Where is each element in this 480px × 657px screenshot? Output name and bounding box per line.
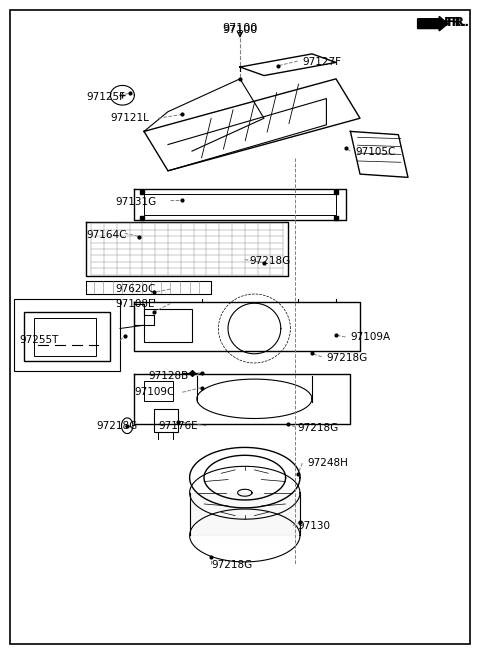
Text: 97127F: 97127F — [302, 57, 341, 68]
Text: 97121L: 97121L — [110, 113, 149, 124]
Text: 97131G: 97131G — [115, 196, 156, 207]
Text: 97218G: 97218G — [298, 423, 339, 434]
Text: 97255T: 97255T — [19, 335, 59, 346]
Text: 97218G: 97218G — [96, 420, 137, 431]
Text: 97100: 97100 — [222, 22, 258, 33]
Text: 97128B: 97128B — [149, 371, 189, 381]
Text: 97109A: 97109A — [350, 332, 391, 342]
Text: 97125F: 97125F — [86, 91, 125, 102]
Text: 97218G: 97218G — [211, 560, 252, 570]
Text: 97100: 97100 — [222, 24, 258, 35]
Text: 97130: 97130 — [298, 520, 331, 531]
Text: 97108E: 97108E — [115, 299, 155, 309]
Text: 97105C: 97105C — [355, 147, 396, 158]
Bar — [34, 318, 96, 356]
Text: 97218G: 97218G — [250, 256, 291, 266]
Bar — [144, 309, 192, 342]
Text: 97248H: 97248H — [307, 458, 348, 468]
Text: 97109C: 97109C — [134, 387, 175, 397]
Text: FR.: FR. — [444, 16, 467, 30]
FancyArrow shape — [418, 16, 448, 31]
Bar — [24, 312, 110, 361]
Text: FR.: FR. — [446, 16, 469, 30]
Bar — [154, 409, 178, 432]
Text: 97176E: 97176E — [158, 420, 198, 431]
Text: 97164C: 97164C — [86, 229, 127, 240]
Bar — [144, 381, 173, 401]
Text: 97218G: 97218G — [326, 353, 368, 363]
Bar — [14, 299, 120, 371]
Text: 97620C: 97620C — [115, 284, 156, 294]
